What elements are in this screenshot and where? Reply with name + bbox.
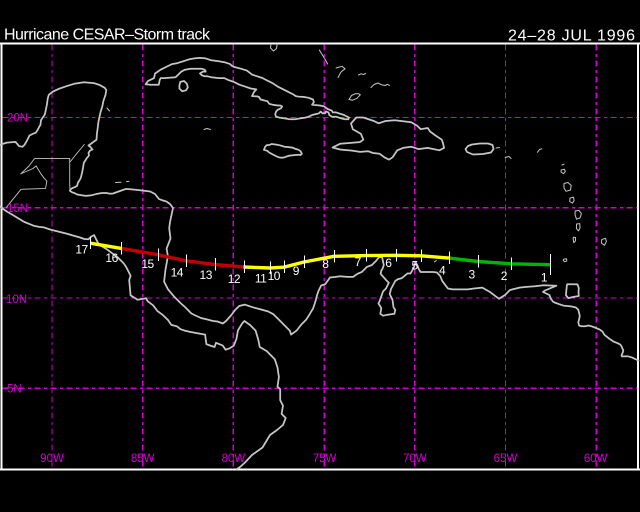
svg-text:60W: 60W — [584, 453, 608, 465]
svg-text:7: 7 — [355, 255, 362, 269]
svg-text:4: 4 — [439, 264, 446, 278]
svg-text:12: 12 — [228, 272, 241, 286]
svg-text:14: 14 — [171, 266, 184, 280]
svg-text:5N: 5N — [7, 383, 22, 395]
svg-text:13: 13 — [200, 268, 213, 282]
svg-text:1: 1 — [541, 271, 548, 285]
svg-text:20N: 20N — [7, 112, 28, 124]
svg-text:10N: 10N — [6, 294, 27, 306]
svg-text:15N: 15N — [7, 203, 28, 215]
svg-text:3: 3 — [469, 268, 476, 282]
svg-text:90W: 90W — [40, 453, 64, 465]
svg-text:75W: 75W — [313, 453, 337, 465]
svg-text:9: 9 — [293, 264, 300, 278]
svg-text:16: 16 — [105, 251, 118, 265]
svg-text:11: 11 — [255, 272, 267, 286]
svg-text:85W: 85W — [131, 453, 155, 465]
svg-text:17: 17 — [75, 243, 88, 257]
svg-text:8: 8 — [322, 257, 329, 271]
svg-text:Hurricane CESAR–Storm track: Hurricane CESAR–Storm track — [4, 27, 211, 44]
svg-text:6: 6 — [385, 256, 392, 270]
svg-text:80W: 80W — [222, 453, 246, 465]
svg-text:70W: 70W — [403, 453, 427, 465]
svg-text:10: 10 — [268, 269, 281, 283]
svg-text:2: 2 — [501, 269, 508, 283]
svg-text:65W: 65W — [494, 453, 518, 465]
svg-text:5: 5 — [412, 259, 419, 273]
svg-text:24–28 JUL 1996: 24–28 JUL 1996 — [508, 28, 635, 45]
svg-text:15: 15 — [141, 257, 154, 271]
